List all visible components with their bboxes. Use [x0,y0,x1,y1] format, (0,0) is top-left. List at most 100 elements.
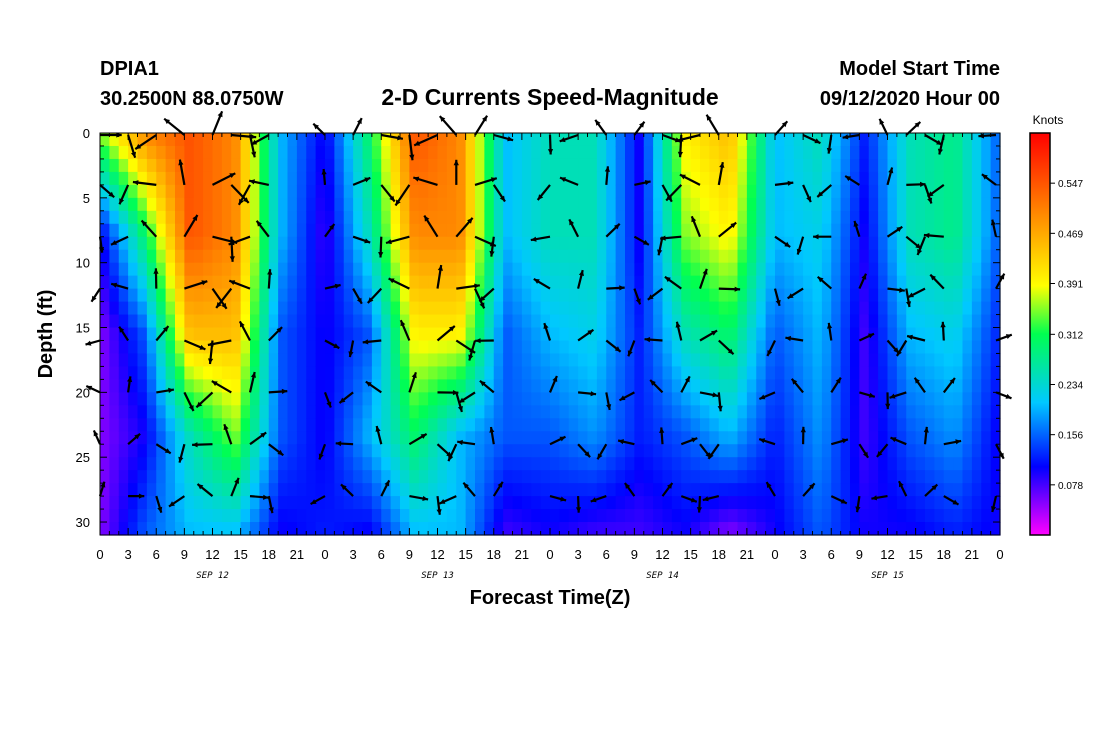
heatmap-cell [915,392,926,406]
heatmap-cell [859,405,870,419]
heatmap-cell [343,171,354,186]
arrow-head [876,451,883,457]
heatmap-cell [615,133,626,147]
heatmap-cell [793,197,804,212]
heatmap-cell [653,133,664,147]
heatmap-cell [484,353,495,368]
heatmap-cell [325,405,335,419]
heatmap-cell [803,133,814,147]
heatmap-cell [446,340,457,355]
heatmap-cell [587,522,598,536]
heatmap-cell [550,133,560,147]
heatmap-cell [418,171,429,186]
heatmap-cell [812,184,823,199]
heatmap-cell [653,249,664,264]
heatmap-cell [718,145,729,160]
heatmap-cell [840,236,851,251]
heatmap-cell [737,184,748,199]
heatmap-cell [971,184,982,199]
heatmap-cell [615,379,626,393]
arrow-head [256,220,262,227]
heatmap-cell [446,431,457,445]
heatmap-cell [118,353,129,368]
heatmap-cell [793,457,804,471]
heatmap-cell [943,158,954,173]
heatmap-cell [334,158,345,173]
arrow-head [313,123,319,130]
heatmap-cell [831,249,842,264]
heatmap-cell [475,210,485,225]
heatmap-cell [606,509,617,523]
heatmap-cell [259,379,270,393]
heatmap-cell [240,431,251,445]
arrow-head [899,287,905,293]
heatmap-cell [137,444,148,458]
heatmap-cell [456,262,467,277]
heatmap-cell [240,366,251,380]
heatmap-cell [990,301,1001,316]
heatmap-cell [990,496,1001,510]
heatmap-cell [709,392,720,406]
heatmap-cell [803,249,814,264]
heatmap-cell [193,392,204,406]
heatmap-cell [671,457,682,471]
heatmap-cell [287,197,298,212]
arrow-head [164,118,170,125]
heatmap-cell [390,145,401,160]
heatmap-cell [400,405,410,419]
heatmap-cell [221,184,232,199]
heatmap-cell [990,366,1001,380]
heatmap-cell [634,340,645,355]
heatmap-cell [634,236,645,251]
heatmap-cell [662,249,673,264]
heatmap-cell [737,288,748,303]
heatmap-cell [437,366,448,380]
heatmap-cell [990,288,1001,303]
heatmap-cell [596,171,607,186]
heatmap-cell [718,197,729,212]
arrow-head [364,177,371,183]
heatmap-cell [840,340,851,355]
heatmap-cell [981,470,992,484]
heatmap-cell [287,340,298,355]
heatmap-cell [343,483,354,497]
heatmap-cell [840,197,851,212]
heatmap-cell [821,418,832,432]
heatmap-cell [521,249,532,264]
heatmap-cell [456,457,467,471]
heatmap-cell [259,133,270,147]
heatmap-cell [250,444,260,458]
heatmap-cell [315,327,326,342]
arrow-head [706,114,712,121]
heatmap-cell [381,483,392,497]
heatmap-cell [606,197,617,212]
heatmap-cell [371,431,382,445]
heatmap-cell [840,288,851,303]
heatmap-cell [278,496,289,510]
heatmap-cell [475,223,485,238]
heatmap-cell [296,223,307,238]
arrow-head [708,452,714,459]
heatmap-cell [175,379,185,393]
heatmap-cell [493,171,504,186]
heatmap-cell [812,158,823,173]
heatmap-cell [643,314,654,329]
arrow-head [990,219,996,226]
heatmap-cell [690,236,701,251]
heatmap-cell [878,262,889,277]
heatmap-cell [728,145,739,160]
heatmap-cell [362,314,373,329]
heatmap-cell [428,431,439,445]
heatmap-cell [521,457,532,471]
heatmap-cell [456,340,467,355]
heatmap-cell [193,171,204,186]
heatmap-cell [925,327,935,342]
heatmap-cell [793,496,804,510]
heatmap-cell [259,236,270,251]
heatmap-cell [896,275,907,290]
heatmap-cell [418,210,429,225]
heatmap-cell [390,496,401,510]
heatmap-cell [343,379,354,393]
heatmap-cell [193,431,204,445]
heatmap-cell [887,236,898,251]
